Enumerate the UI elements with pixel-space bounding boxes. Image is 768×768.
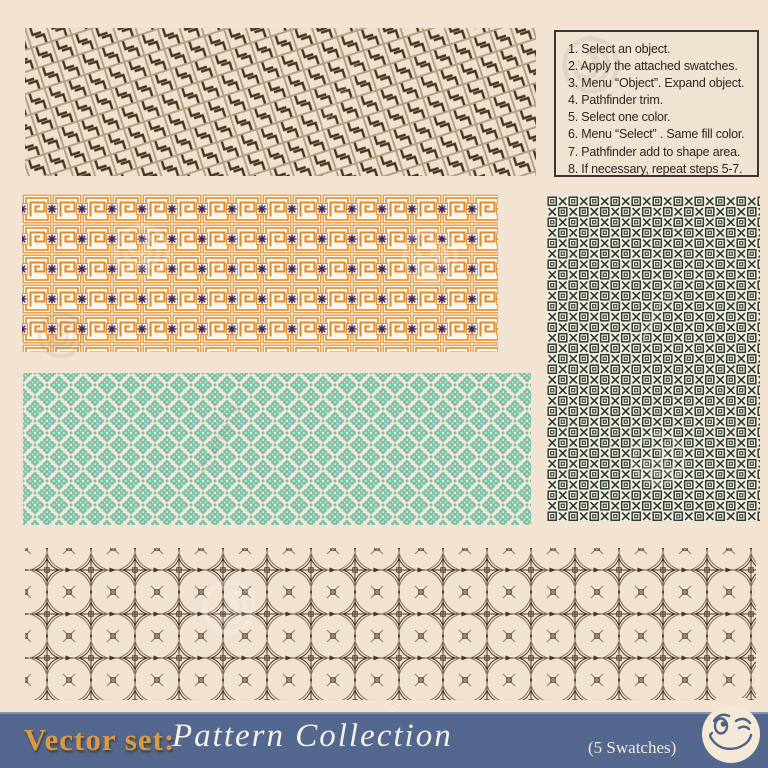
- instruction-line: 3. Menu “Object”. Expand object.: [568, 76, 745, 91]
- instructions-box: 1. Select an object. 2. Apply the attach…: [554, 30, 759, 177]
- instruction-line: 6. Menu “Select” . Same fill color.: [568, 127, 745, 142]
- swatch-star-flower-outline: [25, 548, 756, 700]
- swatch-greek-key-rosette: [22, 194, 498, 352]
- swatch-teal-quatrefoil: [23, 373, 531, 525]
- instruction-line: 8. If necessary, repeat steps 5-7.: [568, 161, 743, 176]
- instruction-line: 2. Apply the attached swatches.: [568, 59, 738, 74]
- footer-bar: Vector set: Pattern Collection (5 Swatch…: [0, 712, 768, 768]
- instruction-line: 7. Pathfinder add to shape area.: [568, 144, 741, 159]
- instruction-line: 1. Select an object.: [568, 42, 671, 56]
- instruction-line: 5. Select one color.: [568, 110, 671, 125]
- footer-title: Pattern Collection: [172, 718, 453, 754]
- footer-label: Vector set:: [24, 722, 176, 757]
- winking-smiley-icon: [702, 698, 760, 763]
- instruction-line: 4. Pathfinder trim.: [568, 93, 663, 108]
- swatch-dark-fret-cross: [547, 196, 760, 522]
- swatch-pinwheel-lattice: [25, 28, 536, 176]
- swatch-count: (5 Swatches): [588, 738, 677, 757]
